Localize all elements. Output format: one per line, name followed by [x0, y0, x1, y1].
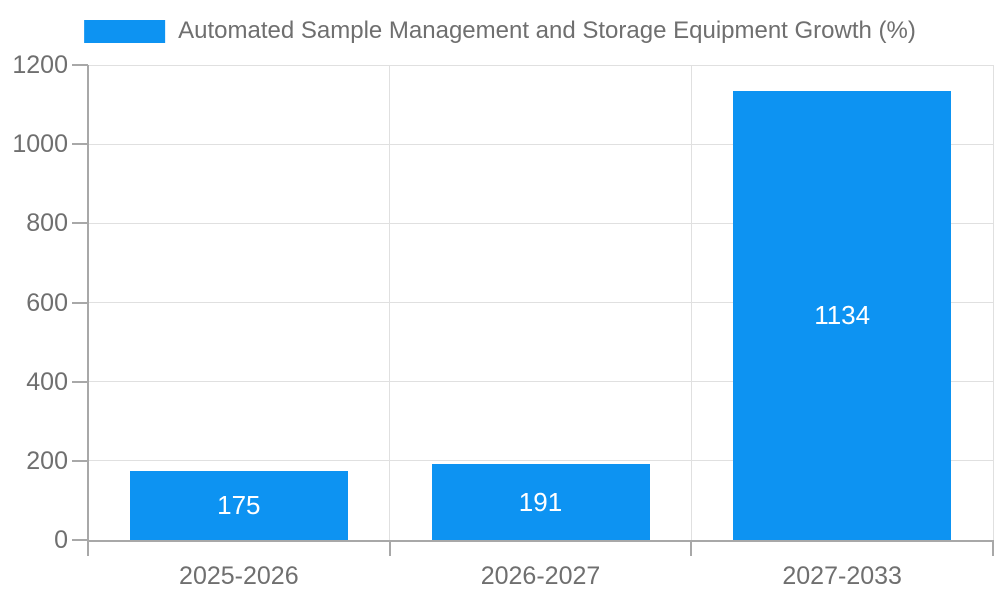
y-axis-tick-label: 600 — [26, 288, 68, 317]
x-axis-tick-mark — [388, 540, 391, 556]
x-axis-line — [87, 540, 994, 542]
x-axis-category-label: 2026-2027 — [480, 562, 601, 590]
bar-value-label: 1134 — [814, 300, 871, 331]
y-axis-tick-mark — [72, 539, 88, 541]
x-axis-category-label: 2025-2026 — [179, 562, 299, 590]
y-axis-tick-label: 0 — [54, 526, 68, 554]
y-axis-tick-label: 1200 — [12, 51, 68, 79]
y-axis-tick-label: 1000 — [12, 130, 68, 159]
bar[interactable]: 191 — [431, 464, 650, 540]
y-axis-tick-mark — [72, 459, 88, 462]
x-axis-tick-mark — [992, 540, 994, 556]
grid-line-vertical — [389, 65, 391, 540]
y-axis-tick-label: 800 — [26, 209, 68, 238]
y-axis-tick-mark — [72, 222, 88, 225]
chart-legend[interactable]: Automated Sample Management and Storage … — [84, 17, 916, 45]
grid-line-vertical — [992, 65, 994, 540]
y-axis-tick-label: 400 — [26, 367, 68, 396]
bar-value-label: 175 — [217, 489, 261, 520]
bar[interactable]: 175 — [129, 470, 348, 540]
y-axis-line — [87, 65, 89, 542]
legend-swatch — [84, 19, 166, 43]
grid-line-horizontal — [88, 460, 993, 462]
legend-label: Automated Sample Management and Storage … — [178, 17, 916, 44]
bar[interactable]: 1134 — [733, 91, 952, 540]
y-axis-tick-mark — [72, 301, 88, 304]
bar-value-label: 191 — [518, 486, 563, 517]
grid-line-horizontal — [88, 64, 993, 66]
y-axis-tick-mark — [72, 380, 88, 383]
x-axis-tick-mark — [690, 540, 693, 556]
grid-line-horizontal — [88, 222, 993, 224]
x-axis-tick-mark — [87, 540, 89, 556]
y-axis-tick-label: 200 — [26, 446, 68, 475]
grid-line-horizontal — [88, 381, 993, 383]
grid-line-horizontal — [88, 302, 993, 303]
x-axis-category-label: 2027-2033 — [782, 562, 902, 590]
grid-line-vertical — [690, 65, 692, 540]
y-axis-tick-mark — [72, 64, 88, 66]
grid-line-horizontal — [88, 143, 993, 145]
y-axis-tick-mark — [72, 143, 88, 146]
